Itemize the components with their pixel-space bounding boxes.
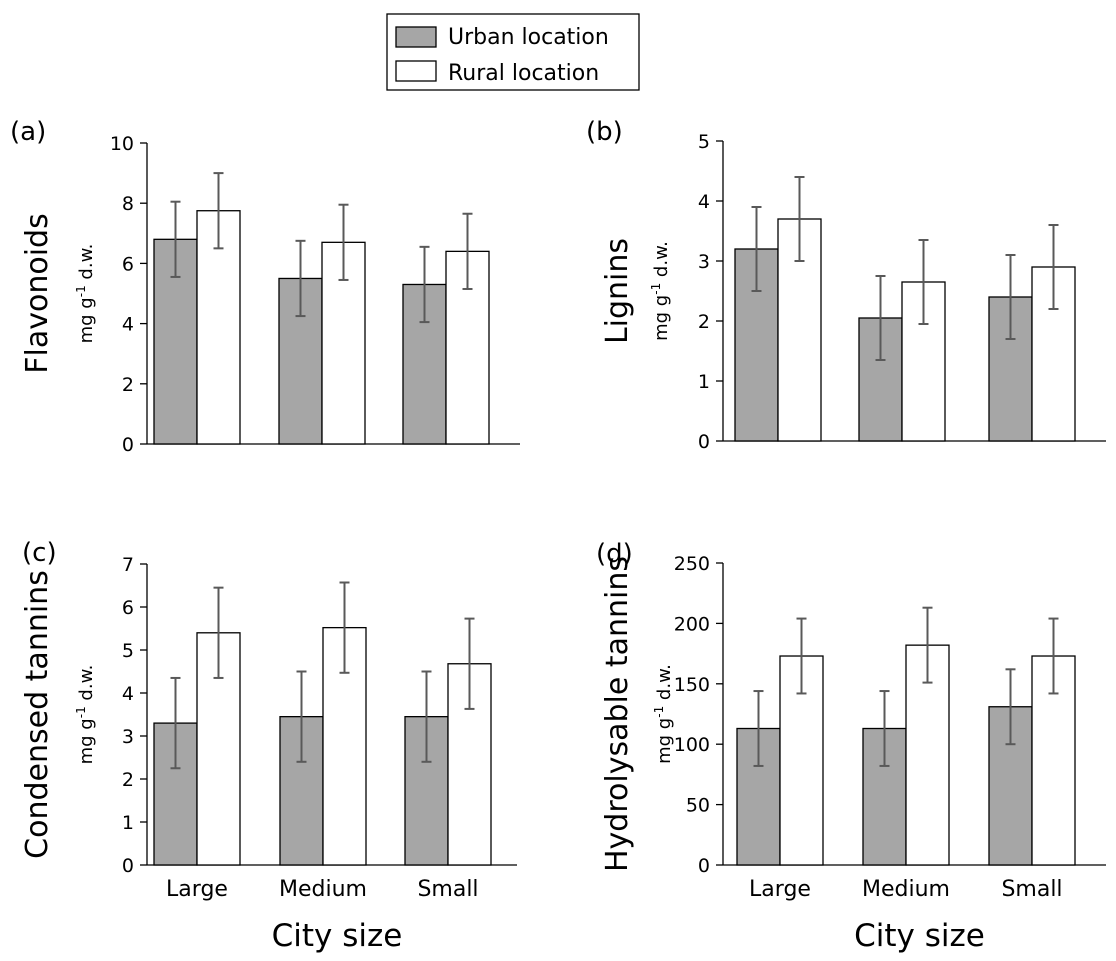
x-tick-label: Small: [417, 877, 478, 902]
y-axis-title: Flavonoids: [20, 213, 55, 373]
y-tick-label: 5: [122, 640, 134, 662]
panel-label: (b): [586, 117, 623, 147]
x-tick-label: Medium: [279, 877, 367, 902]
y-axis-unit: mg g-1 d.w.: [652, 664, 675, 764]
y-tick-label: 8: [122, 193, 134, 215]
y-tick-label: 3: [698, 251, 710, 273]
y-axis-title: Lignins: [600, 238, 635, 344]
y-axis-title: Hydrolysable tannins: [600, 556, 635, 872]
x-tick-label: Medium: [862, 877, 950, 902]
y-tick-label: 0: [698, 431, 710, 453]
y-tick-label: 6: [122, 253, 134, 275]
y-tick-label: 150: [674, 674, 710, 696]
y-tick-label: 100: [674, 734, 710, 756]
y-tick-label: 4: [122, 314, 134, 336]
y-axis-unit: mg g-1 d.w.: [74, 244, 97, 344]
y-tick-label: 1: [698, 371, 710, 393]
y-tick-label: 1: [122, 812, 134, 834]
panel-label: (a): [10, 117, 46, 147]
y-tick-label: 200: [674, 613, 710, 635]
y-tick-label: 0: [698, 855, 710, 877]
x-tick-label: Large: [166, 877, 228, 902]
y-axis-unit: mg g-1 d.w.: [649, 241, 672, 341]
panel-d: (d)Hydrolysable tannins mg g-1 d.w. 0 50 100…: [596, 539, 1106, 954]
x-axis-title: City size: [854, 918, 985, 954]
legend: Urban location Rural location: [386, 13, 640, 91]
bar-rural: [196, 210, 241, 445]
y-tick-label: 10: [110, 133, 134, 155]
panel-a: (a) Flavonoids mg g-1 d.w. 0 2 4 6 8 10: [10, 117, 520, 456]
legend-swatch-rural: [395, 60, 437, 82]
y-axis-unit: mg g-1 d.w.: [74, 665, 97, 765]
x-tick-label: Large: [749, 877, 811, 902]
x-axis-title: City size: [272, 918, 403, 954]
y-tick-label: 6: [122, 597, 134, 619]
y-tick-label: 0: [122, 434, 134, 456]
y-tick-label: 3: [122, 726, 134, 748]
legend-swatch-urban: [395, 26, 437, 48]
y-tick-label: 2: [698, 311, 710, 333]
y-axis-title: Condensed tannins: [20, 570, 55, 859]
y-tick-label: 5: [698, 131, 710, 153]
legend-label-rural: Rural location: [448, 61, 599, 86]
x-tick-label: Small: [1001, 877, 1062, 902]
y-tick-label: 50: [686, 795, 710, 817]
y-tick-label: 0: [122, 855, 134, 877]
panel-label: (c): [22, 538, 57, 568]
legend-label-urban: Urban location: [448, 25, 609, 50]
y-tick-label: 2: [122, 374, 134, 396]
y-tick-label: 2: [122, 769, 134, 791]
panel-label: (d): [596, 539, 633, 569]
y-tick-label: 250: [674, 553, 710, 575]
y-tick-label: 4: [122, 683, 134, 705]
y-tick-label: 7: [122, 554, 134, 576]
panel-c: (c)Condensed tannins mg g-1 d.w. 0 1 2 3 4 5 6 7 L…: [20, 538, 517, 954]
y-tick-label: 4: [698, 191, 710, 213]
panel-b: (b) Lignins mg g-1 d.w. 0 1 2 3 4 5: [586, 117, 1106, 453]
